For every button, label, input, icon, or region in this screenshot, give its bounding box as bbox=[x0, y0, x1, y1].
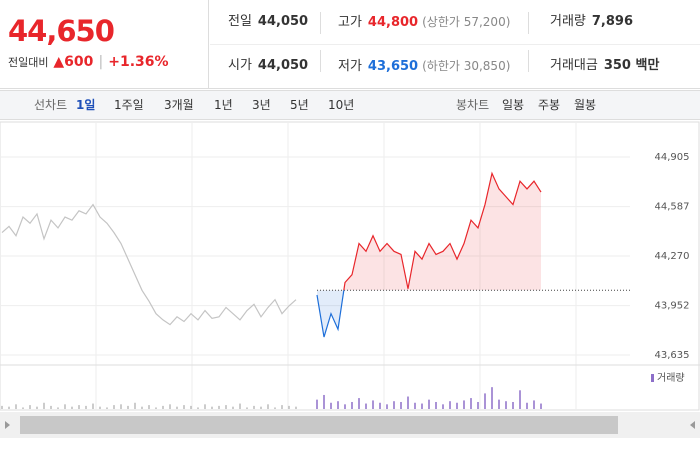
item-value: 44,050 bbox=[257, 14, 309, 29]
item-extra: (하한가 30,850) bbox=[422, 59, 511, 73]
tab[interactable]: 월봉 bbox=[574, 98, 597, 112]
tab[interactable]: 1주일 bbox=[114, 98, 144, 112]
price: 44,650 bbox=[8, 14, 115, 48]
item-label: 전일 bbox=[228, 14, 252, 29]
tab[interactable]: 10년 bbox=[328, 98, 355, 112]
item-value: 44,800 bbox=[367, 15, 419, 30]
legend-label: 거래량 bbox=[657, 372, 685, 384]
legend-swatch bbox=[651, 374, 654, 382]
tab[interactable]: 일봉 bbox=[502, 98, 525, 112]
quote-item: 전일 44,050 bbox=[228, 0, 308, 44]
tab-label: 봉차트 bbox=[456, 98, 490, 112]
tab[interactable]: 3년 bbox=[252, 98, 271, 112]
y-tick-label: 43,952 bbox=[655, 301, 690, 312]
item-label: 거래대금 bbox=[550, 58, 598, 73]
change-label: 전일대비 bbox=[8, 56, 49, 69]
tab-label: 선차트 bbox=[34, 98, 68, 112]
line bbox=[1, 203, 297, 326]
scrollbar-thumb[interactable] bbox=[20, 416, 618, 434]
change-rate: +1.36% bbox=[108, 54, 169, 70]
quote-item: 시가 44,050 bbox=[228, 44, 308, 88]
tab[interactable]: 1년 bbox=[214, 98, 233, 112]
divider bbox=[320, 50, 321, 72]
item-value: 350 백만 bbox=[603, 58, 660, 73]
period-tabs: 선차트 1일 1주일 3개월 1년 3년 5년 10년 봉차트 일봉 주봉 월봉 bbox=[0, 90, 700, 120]
divider bbox=[528, 12, 529, 34]
row-divider bbox=[210, 44, 700, 45]
tab[interactable]: 3개월 bbox=[164, 98, 194, 112]
item-value: 7,896 bbox=[591, 14, 634, 29]
divider bbox=[320, 12, 321, 34]
divider bbox=[528, 50, 529, 72]
item-label: 저가 bbox=[338, 59, 362, 74]
item-extra: (상한가 57,200) bbox=[422, 15, 511, 29]
item-label: 시가 bbox=[228, 58, 252, 73]
quote-item: 저가 43,650 (하한가 30,850) bbox=[338, 44, 510, 88]
item-label: 고가 bbox=[338, 15, 362, 30]
tab[interactable]: 주봉 bbox=[538, 98, 561, 112]
quote-header: 44,650 전일대비 ▲600 | +1.36% 전일 44,050 고가 44,8… bbox=[0, 0, 700, 89]
y-tick-label: 43,635 bbox=[655, 350, 690, 361]
quote-item: 고가 44,800 (상한가 57,200) bbox=[338, 0, 510, 44]
y-tick-label: 44,905 bbox=[655, 152, 690, 163]
price-box: 44,650 전일대비 ▲600 | +1.36% bbox=[0, 0, 209, 88]
item-value: 43,650 bbox=[367, 59, 419, 74]
plot-frame bbox=[0, 121, 700, 411]
quote-item: 거래대금 350 백만 bbox=[550, 44, 659, 88]
y-tick-label: 44,270 bbox=[655, 251, 690, 262]
y-tick-label: 44,587 bbox=[655, 202, 690, 213]
item-label: 거래량 bbox=[550, 14, 586, 29]
tab[interactable]: 1일 bbox=[76, 98, 96, 112]
area-up bbox=[317, 173, 541, 291]
change: 전일대비 ▲600 | +1.36% bbox=[8, 54, 169, 70]
line-up bbox=[343, 171, 542, 291]
quote-item: 거래량 7,896 bbox=[550, 0, 633, 44]
change-value: ▲600 bbox=[53, 54, 94, 70]
item-value: 44,050 bbox=[257, 58, 309, 73]
tab[interactable]: 5년 bbox=[290, 98, 309, 112]
